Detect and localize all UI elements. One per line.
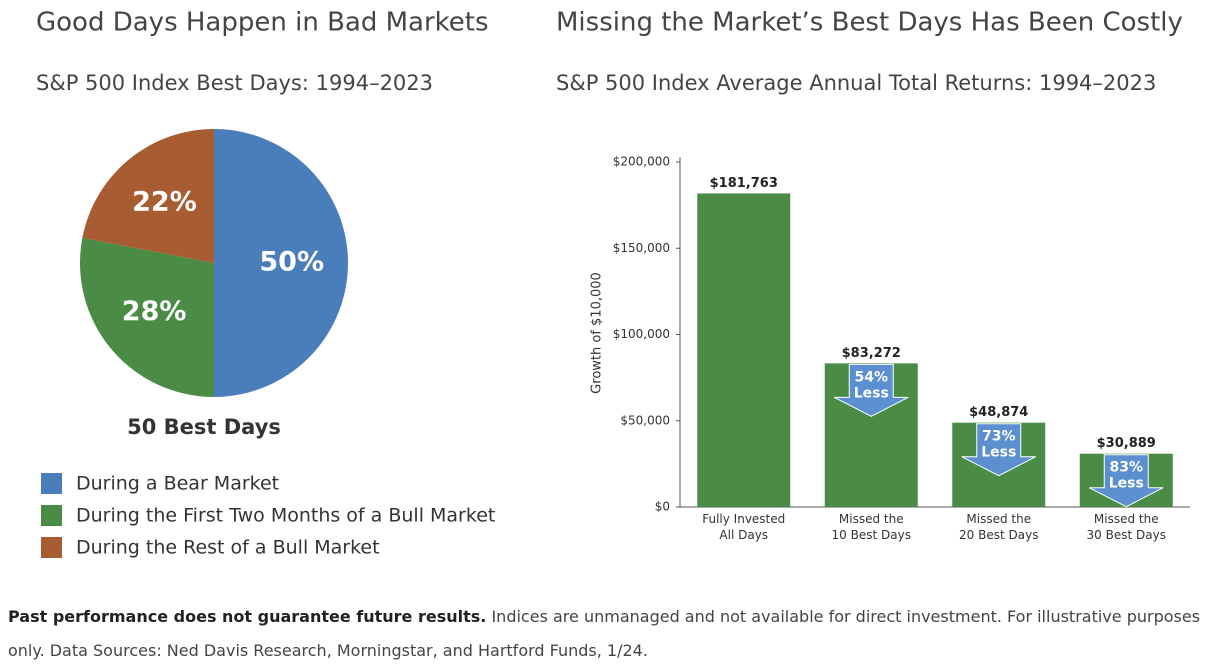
value-label: $83,272 — [842, 346, 901, 361]
pie-subtitle: S&P 500 Index Best Days: 1994–2023 — [36, 71, 433, 95]
pie-slice — [79, 237, 214, 397]
legend-label: During a Bear Market — [76, 473, 279, 495]
y-axis-label: Growth of $10,000 — [590, 272, 605, 394]
reduction-label: 83% Less — [1109, 460, 1144, 492]
slice-label: 22% — [132, 187, 197, 218]
legend-label: During the Rest of a Bull Market — [76, 537, 380, 559]
y-tick-label: $150,000 — [613, 241, 670, 255]
pie-slice — [82, 129, 214, 263]
pie-slice — [214, 129, 348, 397]
footnote: Past performance does not guarantee futu… — [8, 600, 1208, 668]
footnote-text: Indices are unmanaged and not available … — [8, 607, 1201, 660]
slice-label: 28% — [122, 296, 187, 327]
legend-swatch — [41, 473, 62, 494]
bar-subtitle: S&P 500 Index Average Annual Total Retur… — [556, 71, 1156, 95]
arrow — [1089, 454, 1164, 508]
legend-swatch — [41, 537, 62, 558]
arrow — [961, 423, 1036, 477]
y-tick-label: $100,000 — [613, 327, 670, 341]
bar — [697, 193, 791, 507]
value-label: $181,763 — [710, 176, 778, 191]
footnote-bold: Past performance does not guarantee futu… — [8, 607, 487, 626]
value-label: $48,874 — [969, 405, 1028, 420]
slice-label: 50% — [259, 247, 324, 278]
y-tick-label: $0 — [655, 500, 670, 514]
bar-title: Missing the Market’s Best Days Has Been … — [556, 8, 1183, 38]
value-label: $30,889 — [1097, 436, 1156, 451]
reduction-label: 54% Less — [854, 369, 889, 401]
pie-title: Good Days Happen in Bad Markets — [36, 8, 489, 38]
x-tick-label: Missed the 30 Best Days — [1087, 512, 1166, 542]
legend-label: During the First Two Months of a Bull Ma… — [76, 505, 495, 527]
x-tick-label: Missed the 10 Best Days — [832, 512, 911, 542]
arrow — [834, 363, 909, 417]
legend-swatch — [41, 505, 62, 526]
charts: Good Days Happen in Bad Markets S&P 500 … — [36, 8, 1190, 559]
y-tick-label: $50,000 — [620, 413, 670, 427]
y-tick-label: $200,000 — [613, 155, 670, 169]
pie-caption: 50 Best Days — [127, 415, 281, 439]
reduction-label: 73% Less — [981, 429, 1016, 461]
x-tick-label: Fully Invested All Days — [702, 512, 785, 542]
x-tick-label: Missed the 20 Best Days — [959, 512, 1038, 542]
